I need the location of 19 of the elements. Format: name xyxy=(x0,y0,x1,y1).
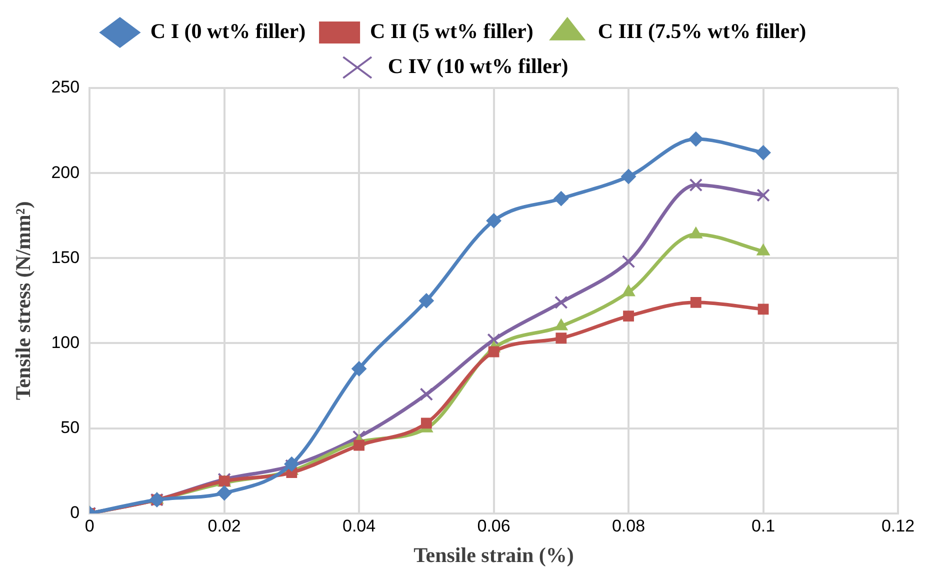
x-tick-label: 0.08 xyxy=(612,516,646,536)
y-tick-label: 150 xyxy=(51,248,80,267)
x-tick-label: 0.06 xyxy=(477,516,510,536)
y-tick-label: 50 xyxy=(60,418,80,438)
y-tick-label: 200 xyxy=(51,162,80,182)
y-axis-title: Tensile stress (N/mm²) xyxy=(11,201,36,400)
legend-label: C III (7.5% wt% filler) xyxy=(598,18,806,43)
x-axis-title: Tensile strain (%) xyxy=(414,542,574,567)
legend-label: C I (0 wt% filler) xyxy=(150,18,306,43)
y-tick-label: 100 xyxy=(51,332,80,352)
x-tick-label: 0.1 xyxy=(751,516,776,536)
x-tick-label: 0.02 xyxy=(208,516,241,536)
x-tick-label: 0 xyxy=(84,516,94,536)
x-tick-label: 0.04 xyxy=(342,516,376,536)
y-tick-label: 250 xyxy=(51,78,80,97)
y-tick-label: 0 xyxy=(70,503,80,522)
x-tick-label: 0.12 xyxy=(881,516,915,536)
legend-label: C IV (10 wt% filler) xyxy=(388,54,568,78)
legend-label: C II (5 wt% filler) xyxy=(370,18,534,43)
